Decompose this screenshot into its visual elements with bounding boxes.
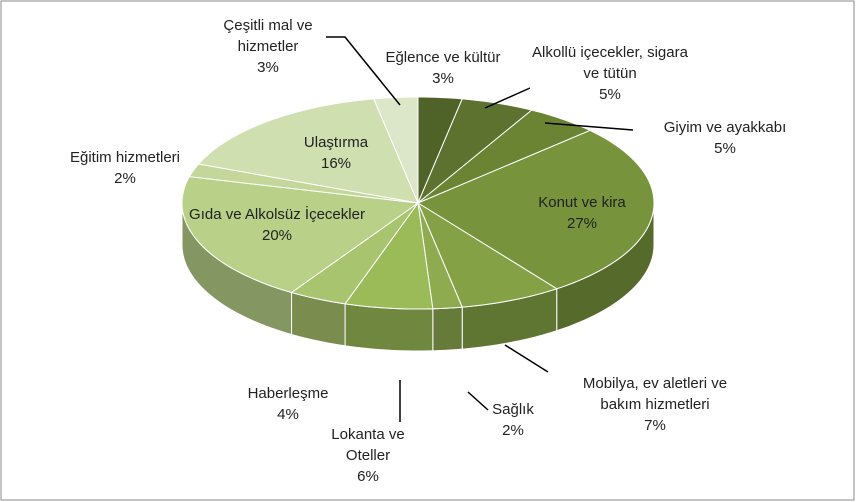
- data-label: Mobilya, ev aletleri ve bakım hizmetleri…: [570, 373, 740, 436]
- value-label: 5%: [599, 86, 621, 103]
- category-label: Konut ve kira: [538, 194, 626, 211]
- value-label: 6%: [357, 468, 379, 485]
- category-label: Alkollü içecekler, sigara ve tütün: [532, 44, 688, 82]
- value-label: 2%: [114, 170, 136, 187]
- value-label: 4%: [277, 406, 299, 423]
- data-label: Eğlence ve kültür 3%: [368, 47, 518, 89]
- leader-line: [467, 391, 489, 411]
- leader-lines: [326, 36, 634, 422]
- slice: [417, 98, 533, 204]
- slice: [181, 176, 420, 294]
- data-label: Lokanta ve Oteller 6%: [308, 424, 428, 487]
- slices: [181, 96, 655, 352]
- slice-side: [432, 306, 463, 352]
- leader-line: [504, 344, 549, 373]
- data-label: Haberleşme 4%: [228, 383, 348, 425]
- category-label: Çeşitli mal ve hizmetler: [223, 17, 313, 55]
- value-label: 3%: [432, 70, 454, 87]
- data-label: Gıda ve Alkolsüz İçecekler 20%: [182, 204, 372, 246]
- category-label: Eğitim hizmetleri: [69, 149, 181, 166]
- category-label: Haberleşme: [247, 385, 329, 402]
- leader-line: [484, 87, 531, 109]
- leader-line: [544, 122, 634, 131]
- slice: [373, 96, 419, 204]
- slice: [197, 98, 419, 204]
- category-label: Mobilya, ev aletleri ve bakım hizmetleri: [582, 375, 728, 413]
- leader-line: [326, 36, 401, 106]
- value-label: 2%: [502, 422, 524, 439]
- value-label: 20%: [261, 227, 293, 244]
- category-label: Lokanta ve Oteller: [331, 426, 405, 464]
- slice: [416, 129, 655, 290]
- value-label: 5%: [714, 140, 736, 157]
- slice: [417, 202, 463, 310]
- slice: [416, 201, 558, 308]
- slice: [344, 201, 434, 310]
- data-label: Eğitim hizmetleri 2%: [40, 147, 210, 189]
- slice: [417, 109, 592, 204]
- data-label: Giyim ve ayakkabı 5%: [640, 117, 810, 159]
- value-label: 7%: [644, 417, 666, 434]
- value-label: 16%: [320, 155, 352, 172]
- data-label: Sağlık 2%: [473, 399, 553, 441]
- data-label: Konut ve kira 27%: [512, 192, 652, 234]
- data-label: Alkollü içecekler, sigara ve tütün 5%: [525, 42, 695, 105]
- slice-side: [344, 303, 434, 352]
- data-label: Ulaştırma 16%: [276, 132, 396, 174]
- value-label: 3%: [257, 59, 279, 76]
- category-label: Giyim ve ayakkabı: [663, 119, 787, 136]
- category-label: Sağlık: [492, 401, 534, 418]
- data-label: Çeşitli mal ve hizmetler 3%: [193, 15, 343, 78]
- category-label: Eğlence ve kültür: [385, 49, 501, 66]
- slice: [290, 202, 419, 305]
- category-label: Gıda ve Alkolsüz İçecekler: [189, 206, 365, 223]
- value-label: 27%: [566, 215, 598, 232]
- category-label: Ulaştırma: [303, 134, 369, 151]
